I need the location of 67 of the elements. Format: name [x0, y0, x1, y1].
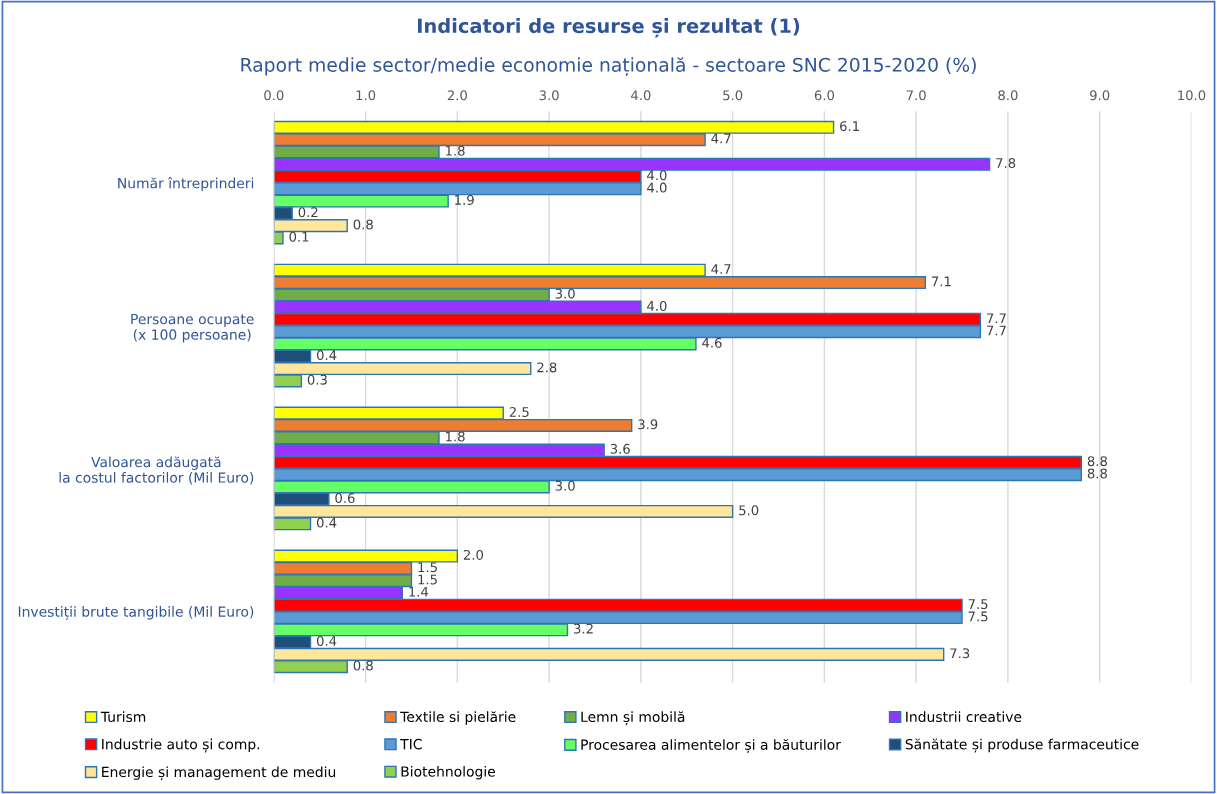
y-tick-label: Număr întreprinderi: [118, 177, 254, 192]
chart-subtitle: Raport medie sector/medie economie națională - sectoare SNC 2015-2020 (%): [241, 57, 976, 77]
data-label: 3.0: [555, 288, 575, 299]
data-label: 0.1: [289, 231, 309, 242]
data-label: 4.7: [711, 133, 731, 144]
data-label: 7.7: [987, 325, 1006, 336]
data-label: 2.0: [463, 549, 484, 560]
x-tick-label: 3.0: [539, 90, 559, 101]
data-label: 0.6: [335, 493, 355, 504]
legend-label: Turism: [100, 711, 146, 723]
data-label: 1.5: [418, 562, 437, 573]
legend-label: Biotehnologie: [401, 765, 496, 780]
data-label: 0.4: [316, 517, 337, 528]
data-label: 4.6: [702, 337, 722, 348]
data-label: 1.9: [455, 194, 474, 205]
data-label: 3.2: [574, 623, 593, 634]
chart-title: Indicatori de resurse și rezultat (1): [418, 18, 800, 38]
legend-label: Lemn și mobilă: [581, 711, 685, 726]
data-label: 6.1: [840, 121, 859, 132]
data-label: 1.4: [409, 586, 429, 597]
legend-label: Textile si pielărie: [400, 711, 516, 725]
x-tick-label: 2.0: [447, 90, 467, 101]
data-label: 7.7: [987, 313, 1006, 324]
y-tick-label: Investiții brute tangibile (Mil Euro): [18, 606, 254, 620]
data-label: 4.7: [711, 264, 731, 274]
y-tick-label: Persoane ocupate (x 100 persoane): [131, 313, 254, 343]
x-tick-label: 5.0: [723, 90, 743, 101]
legend-label: Industrie auto și comp.: [102, 738, 260, 753]
x-tick-label: 7.0: [906, 90, 926, 101]
data-label: 1.8: [446, 145, 465, 156]
data-label: 1.8: [446, 431, 465, 442]
data-label: 7.5: [968, 599, 988, 610]
data-label: 4.0: [647, 182, 667, 193]
y-tick-label: Valoarea adăugată la costul factorilor (Mil Euro): [59, 456, 254, 485]
x-tick-label: 0.0: [264, 90, 284, 101]
data-label: 7.8: [996, 158, 1016, 169]
x-tick-label: 4.0: [631, 90, 651, 101]
legend-label: Procesarea alimentelor și a băuturilor: [581, 739, 841, 754]
data-label: 0.8: [353, 219, 373, 230]
data-label: 3.0: [555, 480, 575, 491]
legend-label: Industrii creative: [906, 711, 1022, 723]
legend-label: Energie și management de mediu: [102, 766, 336, 781]
data-label: 0.4: [316, 635, 337, 646]
data-label: 7.3: [950, 648, 970, 659]
x-tick-label: 6.0: [814, 90, 835, 101]
data-label: 7.1: [931, 276, 951, 287]
data-label: 0.2: [298, 207, 318, 218]
data-label: 5.0: [739, 505, 759, 516]
legend-label: Sănătate și produse farmaceutice: [905, 738, 1139, 753]
data-label: 0.4: [316, 350, 337, 361]
data-label: 7.5: [968, 611, 988, 622]
data-label: 0.8: [353, 660, 373, 671]
legend-label: TIC: [400, 738, 422, 750]
x-tick-label: 8.0: [998, 90, 1018, 101]
x-tick-label: 1.0: [356, 90, 376, 101]
data-label: 8.8: [1087, 456, 1107, 467]
data-label: 2.8: [537, 362, 557, 373]
data-label: 4.0: [647, 300, 667, 311]
x-tick-label: 10.0: [1178, 90, 1206, 101]
data-label: 2.5: [509, 407, 529, 417]
x-tick-label: 9.0: [1090, 90, 1110, 101]
data-label: 8.8: [1087, 468, 1107, 479]
data-label: 4.0: [647, 170, 667, 181]
data-label: 0.3: [307, 374, 327, 385]
data-label: 3.9: [638, 419, 658, 430]
data-label: 1.5: [418, 574, 437, 585]
data-label: 3.6: [610, 443, 630, 454]
